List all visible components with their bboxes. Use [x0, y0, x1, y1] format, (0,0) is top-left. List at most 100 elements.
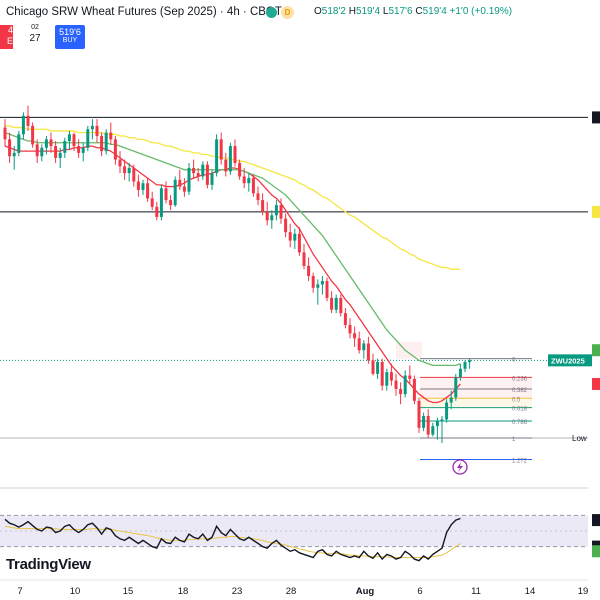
candle-body — [385, 372, 389, 386]
price-scale — [588, 52, 600, 582]
candle-body — [169, 200, 173, 206]
candle-body — [426, 416, 430, 435]
candle-body — [445, 402, 449, 420]
candle-body — [159, 188, 163, 217]
candle-body — [182, 186, 186, 192]
candle-body — [247, 178, 251, 184]
candle-body — [251, 178, 255, 194]
rsi-band — [0, 515, 588, 547]
fib-level-label: 1 — [512, 437, 516, 443]
candle-body — [274, 205, 278, 216]
candle-body — [90, 125, 94, 130]
moving-average-line — [4, 145, 461, 404]
candle-body — [49, 139, 53, 147]
x-tick-label: Aug — [356, 586, 375, 597]
change-value: +1'0 (+0.19%) — [449, 6, 513, 17]
fib-level-label: 0 — [512, 358, 516, 364]
candle-body — [136, 181, 140, 190]
supply-zone — [396, 341, 422, 359]
candle-body — [256, 193, 260, 201]
candle-body — [380, 362, 384, 386]
x-tick-label: 7 — [17, 586, 22, 597]
candle-body — [343, 313, 347, 325]
candle-body — [353, 333, 357, 339]
moving-average-line — [5, 125, 461, 270]
low-label: Low — [572, 434, 587, 443]
candle-body — [339, 297, 343, 314]
candle-body — [81, 147, 85, 153]
x-tick-label: 14 — [525, 586, 536, 597]
candle-body — [86, 129, 90, 148]
open-value: 518'2 — [321, 6, 346, 17]
candle-body — [95, 125, 99, 136]
fib-zone — [420, 377, 532, 399]
low-value: 517'6 — [388, 6, 413, 17]
candle-body — [54, 146, 58, 158]
candle-body — [132, 168, 136, 182]
candle-body — [454, 377, 458, 398]
fib-level-label: 0.382 — [512, 388, 528, 394]
candle-body — [228, 146, 232, 172]
candle-body — [100, 135, 104, 152]
candle-body — [334, 297, 338, 310]
candle-body — [431, 426, 435, 435]
candle-body — [302, 252, 306, 266]
candle-body — [210, 173, 214, 185]
legend-header: Chicago SRW Wheat Futures (Sep 2025) · 4… — [0, 0, 600, 52]
buy-label: BUY — [62, 37, 78, 44]
candle-body — [463, 362, 467, 369]
candle-body — [173, 179, 177, 206]
candle-body — [146, 183, 150, 199]
candle-body — [311, 275, 315, 288]
spread-readout: 02 27 — [20, 24, 50, 44]
buy-button[interactable]: 519'6 BUY — [55, 25, 85, 49]
x-tick-label: 28 — [286, 586, 297, 597]
candle-body — [67, 134, 71, 142]
market-open-icon[interactable] — [266, 7, 277, 18]
candle-body — [31, 125, 35, 145]
candle-body — [40, 147, 44, 157]
buy-price: 519'6 — [59, 27, 81, 37]
candle-body — [297, 233, 301, 253]
candle-body — [449, 397, 453, 403]
candle-body — [261, 200, 265, 212]
candle-body — [113, 139, 117, 160]
candle-body — [320, 281, 324, 285]
rsi-line — [4, 517, 461, 562]
lightning-bolt-icon — [457, 462, 463, 472]
candle-body — [435, 421, 439, 427]
candle-body — [109, 132, 113, 140]
rsi-tag — [592, 514, 600, 527]
candle-body — [284, 218, 288, 233]
candle-body — [77, 146, 81, 153]
candle-body — [72, 134, 76, 147]
fib-level-label: 1.272 — [512, 459, 528, 465]
candle-body — [279, 205, 283, 219]
candle-body — [21, 115, 25, 135]
x-tick-label: 19 — [578, 586, 589, 597]
candle-body — [362, 343, 366, 351]
candle-body — [270, 215, 274, 221]
candle-body — [408, 375, 412, 379]
fib-level-label: 0.5 — [512, 397, 521, 403]
candle-body — [164, 188, 168, 201]
candle-body — [3, 127, 7, 140]
candle-body — [118, 159, 122, 167]
candle-body — [123, 166, 127, 174]
candle-body — [44, 139, 48, 148]
candle-body — [35, 144, 39, 157]
sell-price: 4 — [7, 25, 13, 35]
tradingview-logo[interactable]: TradingView — [6, 556, 91, 573]
candle-body — [288, 232, 292, 241]
candle-body — [219, 139, 223, 160]
moving-average-line — [4, 131, 461, 367]
fib-level-label: 0.236 — [512, 376, 528, 382]
candle-body — [422, 416, 426, 428]
candle-body — [224, 159, 228, 172]
candle-body — [366, 343, 370, 361]
x-tick-label: 18 — [178, 586, 189, 597]
delayed-data-icon[interactable]: D — [281, 6, 294, 19]
